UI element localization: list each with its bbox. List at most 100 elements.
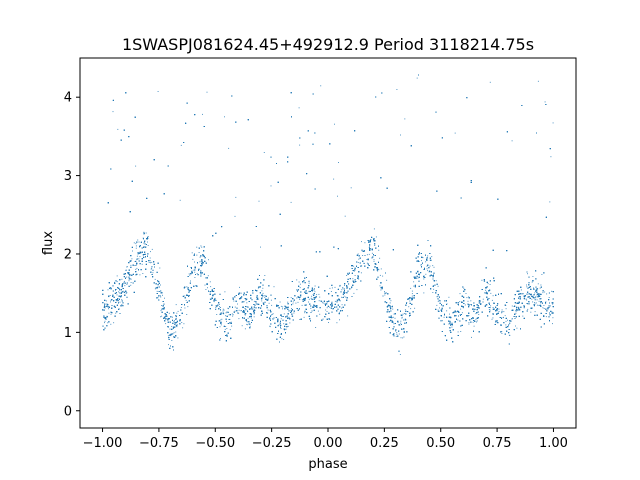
data-point [530,311,532,313]
data-point [433,285,435,287]
data-point [308,298,310,300]
data-point [246,323,248,325]
data-point [319,313,321,315]
data-point [103,315,105,317]
data-point [238,318,240,320]
data-point [130,282,132,283]
data-point [471,336,472,338]
data-point [352,278,354,280]
data-point [396,332,398,334]
data-point [423,277,425,279]
data-point [404,318,406,320]
data-point [296,279,298,281]
data-point [357,253,359,255]
data-point [188,291,190,293]
data-point [534,302,536,303]
data-point [339,284,341,286]
data-point [303,297,305,299]
data-point [118,308,120,310]
data-point [292,301,294,303]
data-point [139,274,141,276]
data-point [183,323,185,325]
data-point [184,307,186,309]
data-point [321,301,323,303]
data-point [326,311,328,312]
data-point [299,144,301,146]
data-point [269,317,271,318]
data-point [366,254,368,256]
data-point [546,293,548,295]
data-point [386,292,387,294]
data-point [123,281,125,283]
data-point [378,249,380,251]
data-point [432,292,434,293]
data-point [211,288,213,290]
data-point [289,322,291,324]
data-point [219,326,221,328]
data-point [299,299,301,300]
data-point [525,298,527,300]
data-point [125,269,127,271]
data-point [311,295,313,297]
data-point [437,309,439,311]
data-point [245,309,247,310]
data-point [348,283,350,285]
data-point [549,201,551,203]
data-point [552,303,554,305]
data-point [468,305,470,307]
data-point [407,298,409,300]
data-point [247,317,249,319]
data-point [468,323,470,325]
data-point [436,296,438,298]
data-point [470,300,472,302]
data-point [244,313,246,315]
data-point [526,286,528,288]
data-point [473,325,475,327]
data-point [511,318,513,320]
data-point [118,291,120,293]
data-point [159,267,161,269]
data-point [334,300,336,302]
data-point [196,254,198,256]
data-point [541,274,543,275]
data-point [207,275,209,277]
data-point [285,328,287,330]
data-point [377,270,379,272]
data-point [165,323,167,325]
data-point [105,300,107,302]
data-point [187,288,189,290]
data-point [220,324,222,326]
data-point [351,287,352,289]
data-point [218,303,220,305]
data-point [147,245,149,246]
data-point [520,289,522,291]
data-point [318,300,320,302]
data-point [353,270,355,272]
data-point [192,258,194,260]
data-point [347,272,348,274]
data-point [544,101,546,103]
data-point [542,307,544,309]
data-point [175,331,177,333]
data-point [256,297,258,298]
data-point [535,297,537,299]
data-point [333,178,335,180]
data-point [185,299,187,301]
data-point [346,275,348,276]
data-point [228,308,229,310]
data-point [295,302,297,304]
data-point [143,231,145,233]
data-point [337,195,338,197]
data-point [395,330,397,332]
data-point [461,312,463,314]
data-point [221,322,222,324]
data-point [403,336,405,338]
data-point [290,201,292,203]
data-point [476,320,478,322]
data-point [459,293,461,295]
data-point [509,322,511,324]
data-point [287,301,289,303]
data-point [173,322,175,324]
data-point [417,277,419,279]
data-point [196,273,198,275]
